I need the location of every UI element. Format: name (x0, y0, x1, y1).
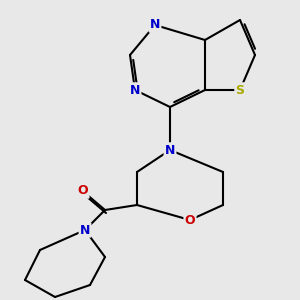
Text: O: O (185, 214, 195, 226)
Text: O: O (78, 184, 88, 197)
Text: S: S (236, 83, 244, 97)
Text: N: N (80, 224, 90, 236)
Text: N: N (165, 143, 175, 157)
Text: N: N (150, 19, 160, 32)
Text: N: N (130, 83, 140, 97)
